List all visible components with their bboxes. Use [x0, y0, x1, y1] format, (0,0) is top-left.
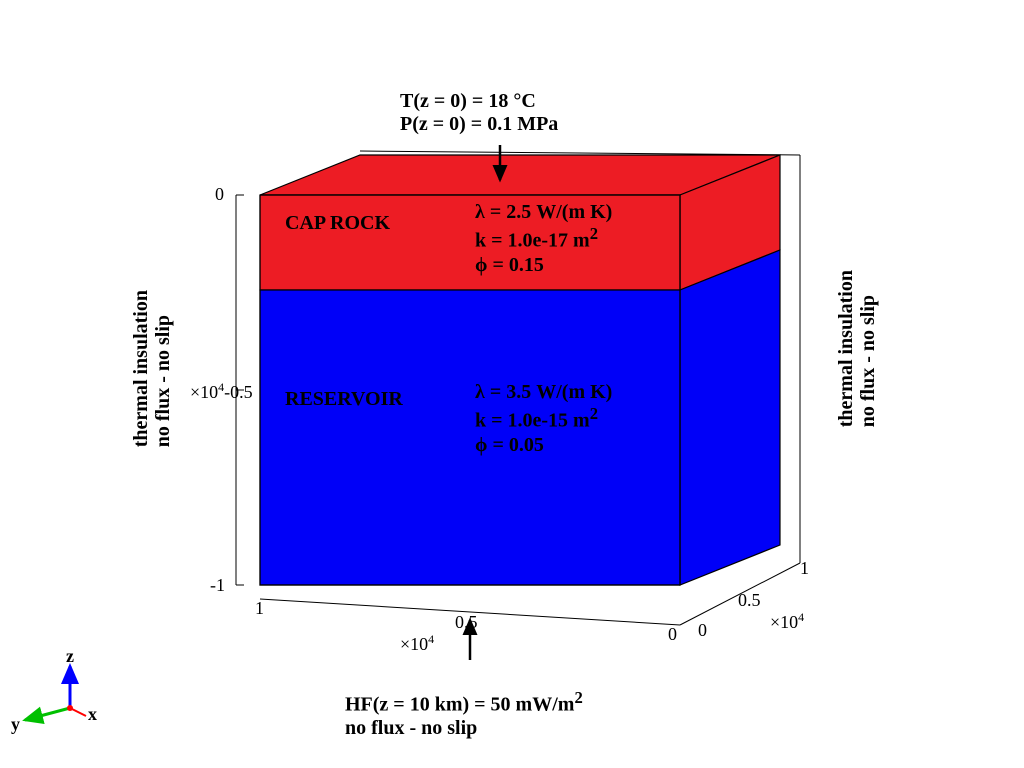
triad-y-label: y: [11, 714, 20, 735]
reservoir-props: λ = 3.5 W/(m K) k = 1.0e-15 m2 ϕ = 0.05: [475, 380, 612, 457]
x-tick-2: 0: [668, 624, 677, 645]
bc-bottom: HF(z = 10 km) = 50 mW/m2 no flux - no sl…: [345, 688, 583, 740]
z-tick-2: -1: [210, 575, 225, 596]
bc-right: thermal insulation no flux - no slip: [835, 270, 879, 427]
figure-root: { "canvas": { "width": 1024, "height": 7…: [0, 0, 1024, 768]
bc-top-line2: P(z = 0) = 0.1 MPa: [400, 113, 558, 136]
bc-bottom-line1: HF(z = 10 km) = 50 mW/m2: [345, 688, 583, 717]
y-tick-2: 1: [800, 558, 809, 579]
reservoir-name: RESERVOIR: [285, 388, 403, 411]
y-tick-1: 0.5: [738, 590, 761, 611]
z-tick-0: 0: [215, 184, 224, 205]
triad-x-label: x: [88, 704, 97, 725]
z-scale: ×104-0.5: [190, 380, 253, 403]
bc-left: thermal insulation no flux - no slip: [130, 290, 174, 447]
x-tick-1: 0.5: [455, 612, 478, 633]
triad-z-label: z: [66, 646, 74, 667]
y-scale: ×104: [770, 610, 804, 633]
bc-bottom-line2: no flux - no slip: [345, 717, 583, 740]
bc-top: T(z = 0) = 18 °C P(z = 0) = 0.1 MPa: [400, 90, 558, 136]
x-scale: ×104: [400, 632, 434, 655]
cap-rock-name: CAP ROCK: [285, 212, 390, 235]
bc-top-line1: T(z = 0) = 18 °C: [400, 90, 558, 113]
cap-rock-props: λ = 2.5 W/(m K) k = 1.0e-17 m2 ϕ = 0.15: [475, 200, 612, 277]
y-tick-0: 0: [698, 620, 707, 641]
x-tick-0: 1: [255, 598, 264, 619]
